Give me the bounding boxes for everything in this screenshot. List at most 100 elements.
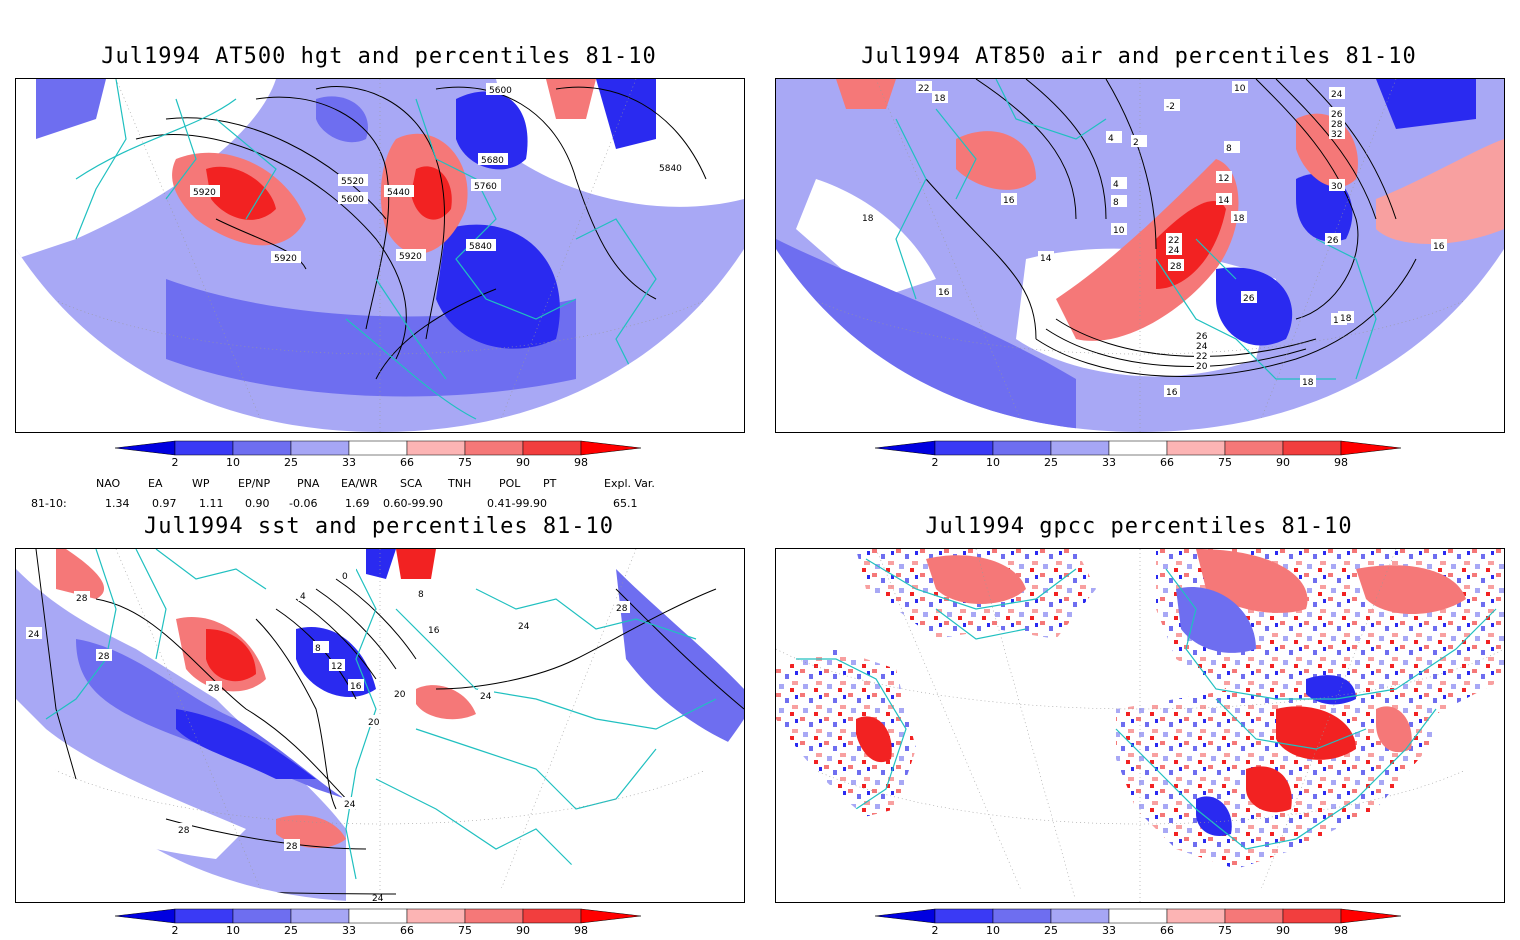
- index-value: 0.41-99.90: [487, 497, 547, 510]
- index-row-label: 81-10:: [31, 497, 67, 510]
- contour-label: 26: [1327, 236, 1339, 246]
- colorbar-tick: 10: [986, 924, 1000, 937]
- contour-label: -2: [1166, 102, 1175, 112]
- contour-label: 8: [1226, 144, 1232, 154]
- panel-title-sst: Jul1994 sst and percentiles 81-10: [143, 514, 615, 539]
- map-panel-air: 16 18 16 14 16 10 8 4 12 14 18 16 24 22 …: [775, 78, 1505, 433]
- contour-label: 24: [1168, 246, 1180, 256]
- colorbar-tick: 2: [931, 456, 939, 469]
- contour-label: 5840: [469, 242, 492, 252]
- contour-label: 18: [862, 214, 874, 224]
- colorbar-tick: 90: [516, 456, 530, 469]
- contour-label: 30: [1331, 182, 1343, 192]
- index-value: 1.34: [105, 497, 130, 510]
- contour-label: 5920: [399, 252, 422, 262]
- colorbar-hgt-svg: [114, 440, 642, 456]
- map-sst-svg: 28 24 28 28 8 12 16 20 20 24 24 24 28 28…: [16, 549, 744, 902]
- colorbar-tick: 98: [1334, 456, 1348, 469]
- index-header: WP: [192, 477, 210, 490]
- contour-label: 8: [315, 644, 321, 654]
- contour-label: 20: [368, 718, 380, 728]
- contour-label: 5920: [193, 188, 216, 198]
- contour-label: 10: [1234, 84, 1246, 94]
- colorbar-tick: 25: [284, 924, 298, 937]
- colorbar-air: 2 10 25 33 66 75 90 98: [874, 440, 1415, 472]
- contour-label: 16: [1433, 242, 1445, 252]
- contour-label: 28: [1170, 262, 1182, 272]
- contour-label: 32: [1331, 130, 1342, 140]
- contour-label: 26: [1196, 332, 1208, 342]
- contour-label: 8: [1113, 198, 1119, 208]
- colorbar-tick: 33: [342, 456, 356, 469]
- colorbar-tick: 66: [1160, 456, 1174, 469]
- contour-label: 12: [1218, 174, 1229, 184]
- colorbar-tick: 2: [171, 456, 179, 469]
- contour-label: 16: [938, 288, 950, 298]
- contour-label: 28: [178, 826, 190, 836]
- colorbar-tick: 2: [931, 924, 939, 937]
- index-header: NAO: [96, 477, 121, 490]
- contour-label: 4: [1113, 180, 1119, 190]
- contour-label: 14: [1040, 254, 1052, 264]
- contour-label: 5600: [341, 195, 364, 205]
- colorbar-gpcc: 2 10 25 33 66 75 90 98: [874, 908, 1415, 940]
- colorbar-tick: 33: [342, 924, 356, 937]
- contour-label: 5680: [481, 156, 504, 166]
- colorbar-tick: 98: [574, 924, 588, 937]
- index-header: SCA: [400, 477, 423, 490]
- contour-label: 16: [1166, 388, 1178, 398]
- colorbar-hgt: 2 10 25 33 66 75 90 98: [114, 440, 655, 472]
- contour-label: 4: [300, 592, 306, 602]
- contour-label: 5760: [474, 182, 497, 192]
- contour-label: 16: [1003, 196, 1015, 206]
- contour-label: 12: [331, 662, 342, 672]
- contour-label: 26: [1243, 294, 1255, 304]
- colorbar-tick: 33: [1102, 456, 1116, 469]
- panel-title-gpcc: Jul1994 gpcc percentiles 81-10: [925, 514, 1353, 539]
- colorbar-tick: 75: [458, 456, 472, 469]
- colorbar-tick: 10: [226, 924, 240, 937]
- contour-label: 18: [1233, 214, 1245, 224]
- index-header: Expl. Var.: [604, 477, 655, 490]
- colorbar-tick: 66: [400, 924, 414, 937]
- contour-label: 22: [1196, 352, 1207, 362]
- contour-label: 28: [98, 652, 110, 662]
- contour-label: 20: [1196, 362, 1208, 372]
- colorbar-tick: 75: [458, 924, 472, 937]
- colorbar-tick: 66: [400, 456, 414, 469]
- colorbar-tick: 10: [226, 456, 240, 469]
- contour-label: 18: [934, 94, 946, 104]
- contour-label: 24: [480, 692, 492, 702]
- colorbar-tick: 25: [1044, 456, 1058, 469]
- index-header: EP/NP: [238, 477, 271, 490]
- contour-label: 24: [518, 622, 530, 632]
- colorbar-tick: 2: [171, 924, 179, 937]
- colorbar-tick: 75: [1218, 924, 1232, 937]
- contour-label: 18: [1340, 314, 1352, 324]
- contour-label: 5920: [274, 254, 297, 264]
- contour-label: 24: [344, 800, 356, 810]
- map-panel-gpcc: [775, 548, 1505, 903]
- index-value: 0.90: [245, 497, 270, 510]
- colorbar-tick: 33: [1102, 924, 1116, 937]
- map-hgt-svg: 5440 5600 5680 5760 165840 5920 5520 560…: [16, 79, 744, 432]
- index-header: POL: [499, 477, 521, 490]
- contour-label: 10: [1113, 226, 1125, 236]
- colorbar-tick: 25: [1044, 924, 1058, 937]
- index-value: 1.11: [199, 497, 224, 510]
- map-panel-hgt: 5440 5600 5680 5760 165840 5920 5520 560…: [15, 78, 745, 433]
- colorbar-tick: 98: [574, 456, 588, 469]
- colorbar-sst-svg: [114, 908, 642, 924]
- contour-label: 8: [418, 590, 424, 600]
- index-value: 0.60-99.90: [383, 497, 443, 510]
- contour-label: 28: [76, 594, 88, 604]
- contour-label: 16: [350, 682, 362, 692]
- colorbar-sst: 2 10 25 33 66 75 90 98: [114, 908, 655, 940]
- contour-label: 5600: [489, 86, 512, 96]
- index-header: EA/WR: [341, 477, 378, 490]
- contour-label: 5440: [387, 188, 410, 198]
- contour-label: 5520: [341, 177, 364, 187]
- svg-text:5840: 5840: [659, 164, 682, 174]
- colorbar-tick: 90: [1276, 924, 1290, 937]
- index-value: -0.06: [289, 497, 318, 510]
